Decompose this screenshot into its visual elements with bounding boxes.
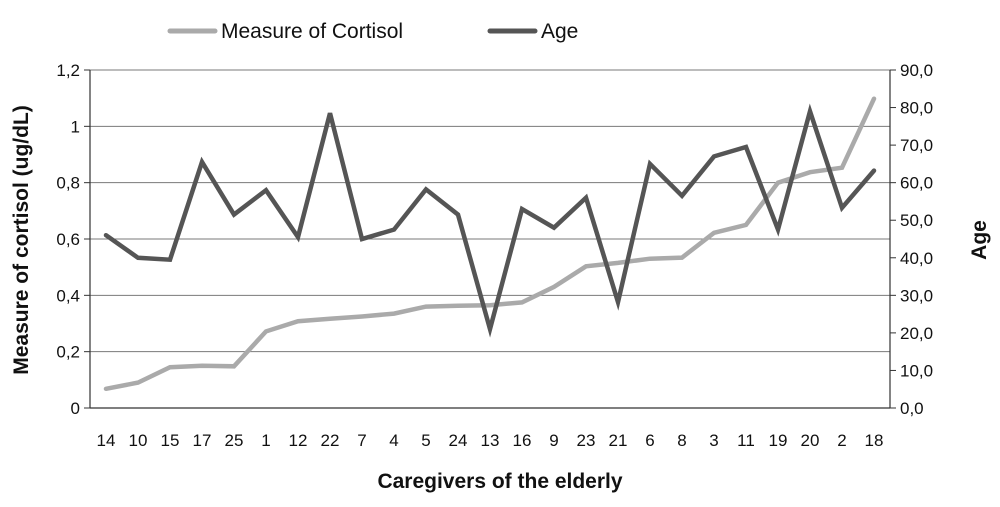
y2-tick-label: 40,0 — [900, 249, 933, 268]
x-tick-label: 7 — [357, 431, 366, 450]
legend: Measure of Cortisol Age — [167, 20, 578, 43]
x-tick-label: 21 — [609, 431, 628, 450]
y-tick-label: 0,8 — [56, 174, 80, 193]
x-axis-title: Caregivers of the elderly — [377, 470, 622, 493]
x-tick-label: 16 — [513, 431, 532, 450]
series-lines — [103, 96, 877, 392]
x-tick-label: 6 — [645, 431, 654, 450]
y2-tick-label: 50,0 — [900, 211, 933, 230]
x-tick-label: 15 — [161, 431, 180, 450]
legend-label-cortisol: Measure of Cortisol — [221, 20, 403, 43]
tick-labels: 0 0,2 0,4 0,6 0,8 1 1,2 0,0 10,0 20,0 30,0 40,0 50,0… — [56, 61, 933, 450]
x-tick-label: 25 — [225, 431, 244, 450]
y-tick-label: 0 — [71, 399, 80, 418]
y2-tick-label: 70,0 — [900, 136, 933, 155]
y-tick-label: 0,6 — [56, 230, 80, 249]
x-tick-label: 8 — [677, 431, 686, 450]
x-tick-label: 14 — [97, 431, 116, 450]
series-line-cortisol — [103, 96, 877, 392]
y-tick-label: 1,2 — [56, 61, 80, 80]
x-tick-label: 5 — [421, 431, 430, 450]
x-tick-label: 13 — [481, 431, 500, 450]
x-tick-label: 24 — [449, 431, 468, 450]
x-tick-label: 22 — [321, 431, 340, 450]
x-tick-label: 23 — [577, 431, 596, 450]
y2-tick-label: 0,0 — [900, 399, 924, 418]
y2-tick-label: 30,0 — [900, 286, 933, 305]
y-tick-label: 1 — [71, 117, 80, 136]
gridlines — [90, 69, 890, 353]
x-tick-label: 10 — [129, 431, 148, 450]
axes — [84, 69, 896, 409]
x-tick-label: 1 — [261, 431, 270, 450]
y2-tick-label: 90,0 — [900, 61, 933, 80]
x-tick-label: 3 — [709, 431, 718, 450]
x-tick-label: 9 — [549, 431, 558, 450]
x-tick-label: 2 — [837, 431, 846, 450]
series-line-age — [103, 103, 877, 338]
y2-tick-label: 80,0 — [900, 99, 933, 118]
y2-tick-label: 60,0 — [900, 174, 933, 193]
y2-axis-title: Age — [968, 220, 991, 260]
y-axis-title: Measure of cortisol (ug/dL) — [10, 105, 33, 375]
x-tick-label: 4 — [389, 431, 398, 450]
x-tick-label: 18 — [865, 431, 884, 450]
y2-tick-label: 20,0 — [900, 324, 933, 343]
y2-tick-label: 10,0 — [900, 361, 933, 380]
x-tick-label: 19 — [769, 431, 788, 450]
y-tick-label: 0,4 — [56, 286, 80, 305]
legend-label-age: Age — [541, 20, 578, 43]
x-tick-label: 17 — [193, 431, 212, 450]
x-tick-label: 12 — [289, 431, 308, 450]
x-tick-label: 20 — [801, 431, 820, 450]
x-tick-label: 11 — [737, 431, 755, 450]
y-tick-label: 0,2 — [56, 343, 80, 362]
